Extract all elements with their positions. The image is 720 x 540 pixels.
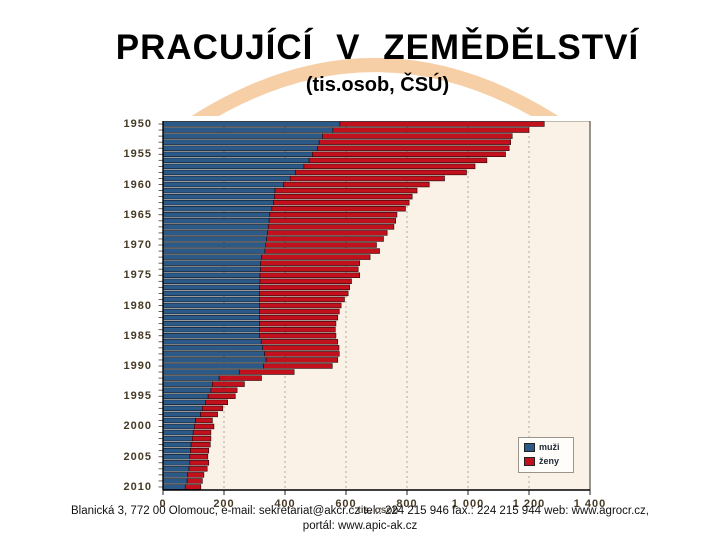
y-axis-tick-label: 1970 — [123, 239, 152, 251]
y-axis-tick-label: 1990 — [123, 359, 152, 372]
legend-item: ženy — [524, 456, 569, 466]
footer-line-2: portál: www.apic-ak.cz — [302, 520, 418, 532]
chart-legend: muži ženy — [518, 437, 574, 473]
chart-plot-area — [158, 121, 591, 495]
y-axis-tick-label: 1950 — [123, 118, 152, 131]
legend-item: muži — [524, 442, 569, 452]
arc-decoration — [179, 58, 571, 135]
legend-label: muži — [539, 442, 560, 452]
y-axis-tick-label: 1955 — [123, 148, 152, 161]
x-axis-tick-label: 1 000 — [451, 498, 485, 510]
x-axis-tick-label: 200 — [213, 498, 235, 510]
x-axis-tick-label: 800 — [396, 498, 418, 510]
y-axis-tick-label: 2010 — [123, 480, 152, 493]
x-axis-tick-label: 0 — [159, 498, 167, 510]
legend-swatch-icon — [524, 456, 535, 466]
slide-subtitle: (tis.osob, ČSÚ) — [305, 74, 450, 96]
y-axis-tick-label: 2000 — [123, 420, 152, 433]
legend-swatch-icon — [524, 442, 535, 452]
y-axis-tick-label: 1975 — [123, 269, 152, 282]
y-axis-tick-label: 2005 — [123, 450, 152, 463]
footer-line-1: Blanická 3, 772 00 Olomouc, e-mail: sekr… — [70, 505, 650, 517]
footer: Blanická 3, 772 00 Olomouc, e-mail: sekr… — [0, 504, 720, 534]
y-axis-tick-label: 1980 — [123, 299, 152, 312]
x-axis-tick-label: 600 — [335, 498, 357, 510]
y-axis-tick-label: 1965 — [123, 208, 152, 221]
agriculture-employment-chart: 1950 1955 1960 1965 1970 1975 1980 1985 1990 1995… — [100, 116, 656, 516]
slide-title: PRACUJÍCÍ V ZEMĚDĚLSTVÍ — [115, 28, 640, 67]
legend-label: ženy — [539, 456, 560, 466]
x-axis-tick-label: 400 — [274, 498, 296, 510]
y-axis-tick-label: 1995 — [123, 390, 152, 403]
x-axis-tick-label: 1 200 — [512, 498, 546, 510]
y-axis-tick-label: 1960 — [123, 178, 152, 191]
x-axis-title: tis. osob — [357, 505, 399, 516]
x-axis-tick-label: 1 400 — [573, 498, 607, 510]
y-axis-tick-label: 1985 — [123, 329, 152, 342]
